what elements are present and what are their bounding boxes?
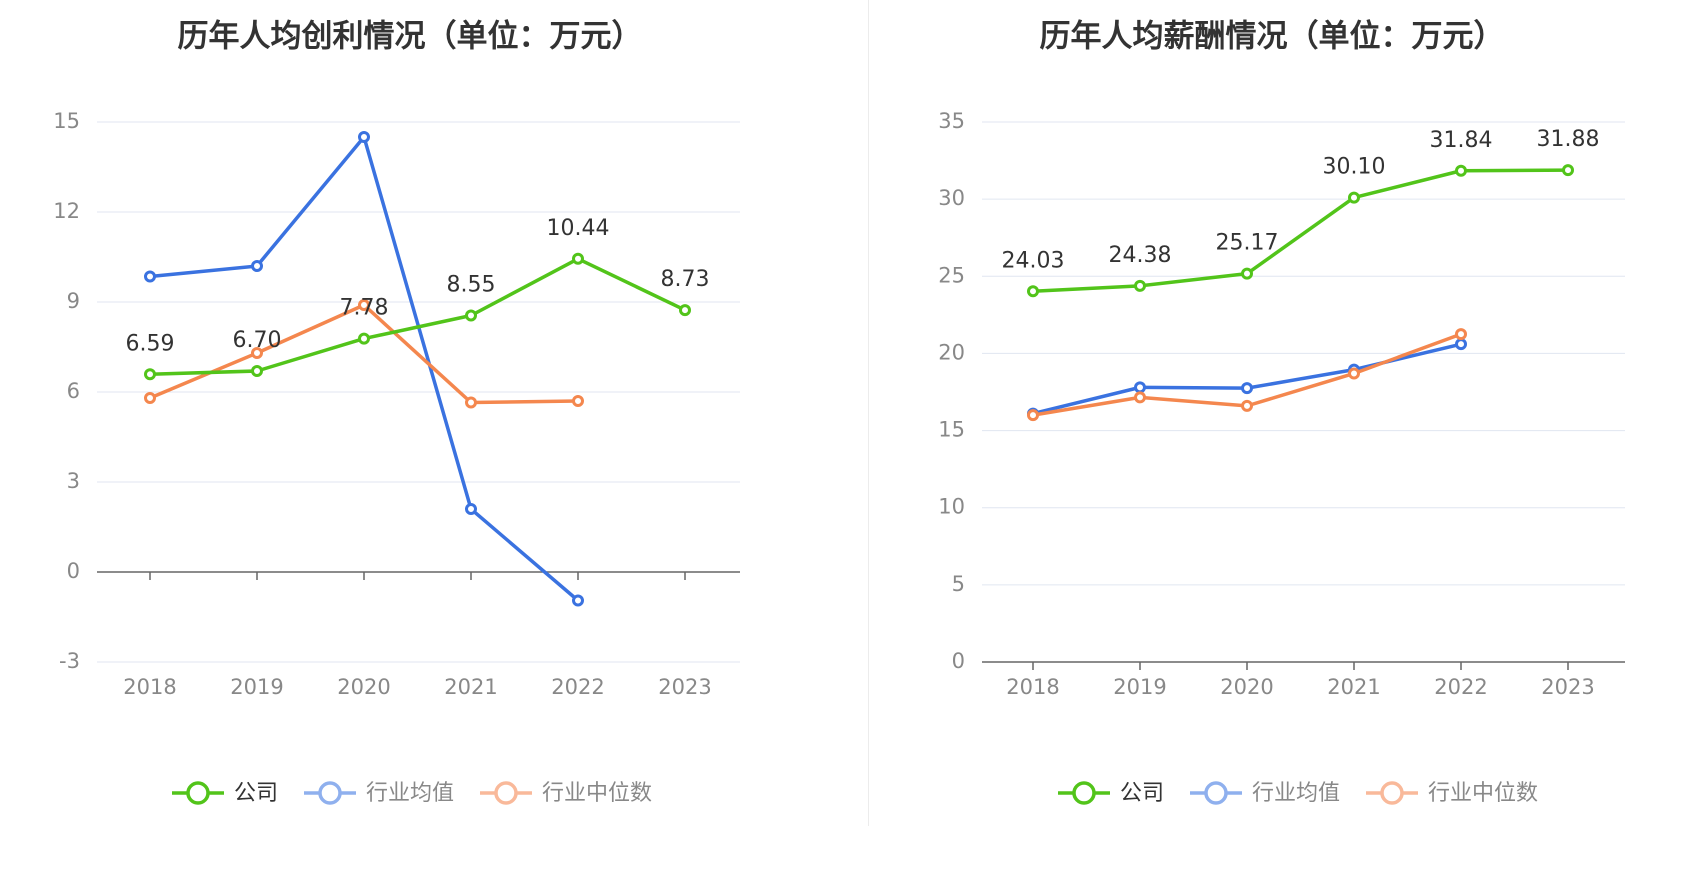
data-point [144,368,156,381]
series-line [149,135,580,602]
data-point [572,594,584,607]
y-tick-label: -3 [59,649,80,673]
data-point [358,299,370,311]
data-point [1455,338,1467,351]
y-tick-label: 12 [53,199,80,223]
chart-title: 历年人均创利情况（单位：万元） [178,19,643,55]
y-tick-label: 6 [67,379,80,403]
data-point [251,260,263,272]
salary-per-capita-chart: 历年人均薪酬情况（单位：万元） 35 30 25 20 15 10 5 0 2018 2019 202… [938,19,1625,806]
data-point [144,392,156,404]
series-line [149,257,686,377]
y-tick-label: 0 [67,559,80,583]
data-label: 7.78 [340,296,389,321]
data-point [465,309,477,322]
legend-marker [1380,781,1404,805]
x-tick-label: 2019 [230,675,283,699]
x-tick-label: 2023 [658,675,711,699]
x-tick-label: 2022 [551,675,604,699]
data-point [1348,367,1360,380]
legend-marker [186,781,210,805]
data-point [572,252,584,265]
data-point [1027,285,1039,298]
legend-label[interactable]: 公司 [234,781,278,806]
x-tick-label: 2020 [337,675,390,699]
legend-label[interactable]: 行业均值 [366,781,454,806]
y-tick-label: 15 [938,418,965,442]
x-tick-label: 2023 [1541,675,1594,699]
data-point [465,396,477,409]
data-label: 30.10 [1323,155,1386,180]
data-label: 24.03 [1002,248,1065,273]
data-point [1027,409,1039,422]
legend-label[interactable]: 行业中位数 [1428,781,1538,806]
legend-marker [318,781,342,805]
data-point [1455,328,1467,341]
data-point [1134,381,1146,394]
y-tick-label: 35 [938,109,965,133]
data-label: 6.59 [126,331,175,356]
y-tick-label: 5 [952,572,965,596]
data-point [358,131,370,143]
panel-divider [868,0,869,826]
data-point [1348,191,1360,204]
legend-label[interactable]: 行业均值 [1252,781,1340,806]
data-point [358,332,370,345]
legend-marker [494,781,518,805]
y-tick-label: 15 [53,109,80,133]
legend-marker [1072,781,1096,805]
data-point [1134,279,1146,292]
data-point [144,270,156,283]
legend-marker [1204,781,1228,805]
x-tick-label: 2021 [444,675,497,699]
data-label: 24.38 [1109,243,1172,268]
y-tick-label: 30 [938,186,965,210]
x-tick-label: 2021 [1327,675,1380,699]
data-label: 25.17 [1216,231,1279,256]
data-point [251,365,263,377]
data-point [1562,164,1574,177]
data-label: 8.55 [447,273,496,298]
data-point [465,503,477,515]
chart-title: 历年人均薪酬情况（单位：万元） [1040,19,1505,55]
y-tick-label: 20 [938,340,965,364]
profit-per-capita-chart: 历年人均创利情况（单位：万元） 15 12 9 6 3 0 -3 2018 2019 2020 202… [53,19,740,806]
y-tick-label: 10 [938,495,965,519]
chart-panel-profit: 历年人均创利情况（单位：万元） 15 12 9 6 3 0 -3 2018 2019 2020 202… [53,19,740,806]
series-line [1032,168,1569,293]
y-tick-label: 25 [938,263,965,287]
x-tick-label: 2020 [1220,675,1273,699]
data-label: 31.84 [1430,128,1493,153]
y-tick-label: 0 [952,649,965,673]
data-label: 6.70 [233,328,282,353]
data-point [679,304,691,317]
chart-panel-salary: 历年人均薪酬情况（单位：万元） 35 30 25 20 15 10 5 0 2018 2019 202… [850,0,1700,874]
data-point [1241,399,1253,412]
legend-label[interactable]: 公司 [1120,781,1164,806]
y-tick-label: 9 [67,289,80,313]
y-tick-label: 3 [67,469,80,493]
x-tick-label: 2022 [1434,675,1487,699]
data-label: 31.88 [1537,127,1600,152]
legend-label[interactable]: 行业中位数 [542,781,652,806]
data-point [572,395,584,407]
data-label: 10.44 [547,216,610,241]
data-point [1241,267,1253,280]
x-tick-label: 2019 [1113,675,1166,699]
data-point [251,347,263,359]
data-point [1455,164,1467,177]
x-tick-label: 2018 [123,675,176,699]
data-label: 8.73 [661,267,710,292]
x-tick-label: 2018 [1006,675,1059,699]
data-point [1241,382,1253,395]
data-point [1134,391,1146,404]
